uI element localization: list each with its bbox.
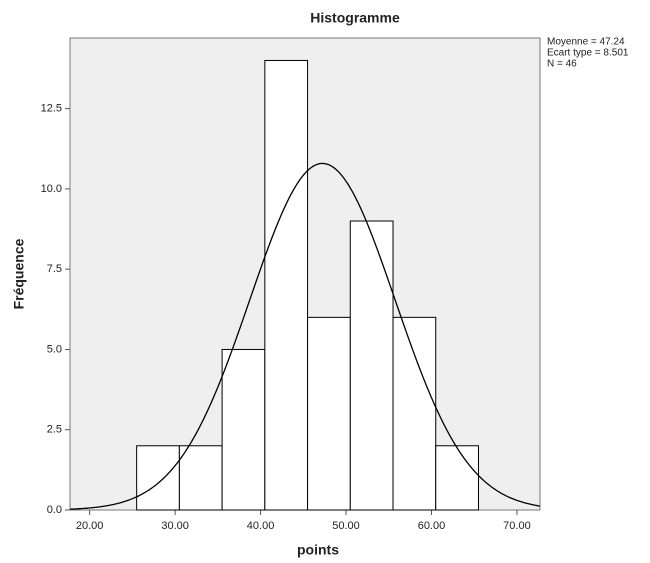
stat-label: Moyenne = 47.24 bbox=[547, 37, 625, 48]
bar bbox=[221, 348, 266, 511]
bar bbox=[136, 445, 180, 511]
x-tick-label: 30.00 bbox=[161, 520, 189, 532]
normal-curve bbox=[69, 162, 541, 510]
chart-title: Histogramme bbox=[310, 10, 400, 26]
y-axis-label: Fréquence bbox=[11, 238, 27, 309]
y-tick-label: 10.0 bbox=[41, 183, 62, 195]
y-tick-label: 0.0 bbox=[47, 504, 62, 516]
bar bbox=[349, 220, 394, 511]
bar bbox=[178, 445, 223, 511]
y-tick-label: 2.5 bbox=[47, 424, 62, 436]
x-tick-label: 70.00 bbox=[503, 520, 531, 532]
bar bbox=[435, 445, 479, 511]
x-axis-label: points bbox=[297, 542, 339, 558]
stat-label: Ecart type = 8.501 bbox=[547, 48, 629, 59]
x-tick-label: 20.00 bbox=[76, 520, 104, 532]
y-tick-label: 5.0 bbox=[47, 343, 62, 355]
bar bbox=[307, 316, 351, 511]
y-tick-label: 12.5 bbox=[41, 103, 62, 115]
stat-label: N = 46 bbox=[547, 59, 577, 70]
bar bbox=[392, 316, 437, 511]
x-tick-label: 60.00 bbox=[418, 520, 446, 532]
x-tick-label: 50.00 bbox=[332, 520, 360, 532]
bar bbox=[264, 59, 309, 511]
y-tick-label: 7.5 bbox=[47, 263, 62, 275]
x-tick-label: 40.00 bbox=[247, 520, 275, 532]
